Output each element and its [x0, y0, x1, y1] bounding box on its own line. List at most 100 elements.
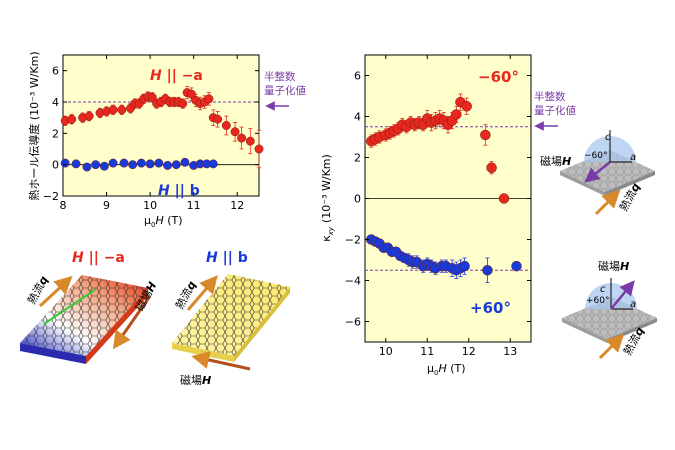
left-point-series-0 — [178, 99, 188, 109]
illustration-neg-a: H || −a 熱流q 磁場H — [20, 250, 159, 364]
right-point-series-0 — [480, 129, 491, 141]
left-point-series-0 — [147, 92, 157, 102]
inset-top-field-text: 磁場 — [540, 155, 562, 168]
right-quantized-label-2: 量子化値 — [534, 104, 576, 117]
left-x-sub: 0 — [151, 221, 155, 229]
left-point-series-1 — [60, 158, 70, 168]
left-b-h: H — [158, 183, 170, 199]
left-point-series-0 — [245, 136, 255, 146]
left-point-series-1 — [145, 159, 155, 169]
right-x-sub: 0 — [434, 369, 438, 377]
right-series-label-pos60: +60° — [470, 299, 511, 317]
left-y-tick-label: 4 — [52, 96, 59, 109]
right-point-series-0 — [451, 109, 462, 120]
right-quantized-label-1: 半整数 — [534, 90, 566, 103]
inset-bottom-c: c — [600, 284, 606, 295]
right-x-tick-label: 11 — [420, 345, 434, 358]
inset-bottom-field-h: H — [620, 260, 629, 273]
edge-current-line — [43, 288, 97, 325]
right-point-series-1 — [482, 265, 493, 276]
illus-b-title: H || b — [206, 250, 248, 266]
right-point-series-1 — [459, 260, 470, 272]
right-x-mu: μ — [427, 362, 434, 375]
right-x-axis-label: μ0H (T) — [427, 362, 466, 377]
left-x-tick-label: 9 — [103, 199, 110, 212]
right-y-unit: (10⁻³ W/Km) — [320, 154, 333, 223]
left-point-series-1 — [71, 159, 81, 169]
left-point-series-1 — [119, 158, 129, 168]
right-y-kappa: κ — [320, 235, 333, 242]
left-point-series-1 — [208, 159, 218, 169]
right-y-tick-label: 2 — [354, 152, 361, 165]
left-b-rest: || b — [170, 183, 200, 199]
left-x-axis-label: μ0H (T) — [144, 214, 183, 229]
right-y-tick-label: 0 — [354, 193, 361, 206]
left-quantized-label-1: 半整数 — [264, 70, 296, 83]
left-point-series-0 — [213, 114, 223, 124]
left-point-series-1 — [82, 162, 92, 172]
right-x-h: H — [438, 362, 446, 375]
left-point-series-1 — [108, 158, 118, 168]
left-series-label-b: H || b — [158, 183, 200, 199]
right-point-series-0 — [498, 193, 510, 204]
left-point-series-0 — [84, 111, 94, 121]
inset-bottom-field-text: 磁場 — [598, 260, 620, 273]
illustration-b: H || b 熱流q 磁場H — [172, 250, 290, 387]
inset-top-heat-arrow — [594, 189, 621, 216]
field-h-yellow: H — [202, 374, 211, 387]
left-point-series-1 — [91, 160, 101, 170]
inset-bottom-a: a — [630, 299, 636, 310]
heat-flow-label-yellow: 熱流q — [172, 278, 198, 311]
illus-neg-a-title: H || −a — [72, 250, 125, 266]
field-label-yellow: 磁場H — [180, 374, 211, 387]
left-x-mu: μ — [144, 214, 151, 227]
illus-b-h: H — [206, 250, 218, 266]
right-y-tick-label: 6 — [354, 70, 361, 83]
right-point-series-0 — [461, 101, 472, 112]
inset-bottom-heat-arrow — [598, 333, 625, 360]
field-text-yellow: 磁場 — [180, 374, 202, 387]
left-point-series-0 — [230, 127, 240, 137]
left-y-tick-label: −2 — [43, 190, 59, 203]
left-neg-a-rest: || −a — [162, 68, 203, 84]
left-point-series-0 — [237, 133, 247, 143]
crystal-slab-red — [20, 275, 148, 364]
illus-neg-a-h: H — [72, 250, 84, 266]
left-point-series-1 — [163, 161, 172, 170]
field-arrow-red — [112, 295, 152, 350]
heat-flow-arrow-red — [38, 275, 73, 308]
right-y-tick-label: −2 — [345, 234, 361, 247]
right-x-tick-label: 10 — [379, 345, 393, 358]
right-y-sub: xy — [327, 226, 335, 236]
inset-pos60: c a +60° 磁場H 熱流q — [562, 260, 657, 360]
inset-bottom-angle: +60° — [586, 296, 610, 306]
left-x-tick-label: 12 — [230, 199, 244, 212]
right-y-tick-label: −4 — [345, 275, 361, 288]
right-y-axis-label: κxy (10⁻³ W/Km) — [320, 154, 335, 242]
left-x-unit: (T) — [164, 214, 183, 227]
illus-neg-a-rest: || −a — [84, 250, 125, 266]
left-point-series-0 — [117, 105, 127, 115]
inset-top-field-h: H — [562, 155, 571, 168]
right-point-series-0 — [486, 162, 497, 173]
left-y-axis-label: 熱ホール伝導度 (10⁻³ W/Km) — [27, 51, 41, 200]
inset-top-field-label: 磁場H — [540, 155, 571, 168]
right-y-tick-label: −6 — [345, 316, 361, 329]
left-point-series-0 — [221, 121, 231, 130]
left-quantized-label-2: 量子化値 — [264, 84, 306, 97]
illus-b-rest: || b — [218, 250, 248, 266]
heat-flow-arrow-yellow — [186, 275, 218, 311]
inset-top-field-arrow — [584, 161, 611, 183]
inset-top-a: a — [630, 152, 636, 163]
inset-neg60: c a −60° 磁場H 熱流q — [540, 130, 655, 216]
left-point-series-1 — [128, 160, 138, 170]
left-point-series-1 — [99, 161, 109, 171]
left-series-label-neg-a: H || −a — [150, 68, 203, 84]
left-y-tick-label: 6 — [52, 65, 59, 78]
left-point-series-0 — [204, 94, 214, 104]
right-x-tick-label: 12 — [462, 345, 476, 358]
left-y-tick-label: 0 — [52, 159, 59, 172]
left-x-tick-label: 11 — [187, 199, 201, 212]
